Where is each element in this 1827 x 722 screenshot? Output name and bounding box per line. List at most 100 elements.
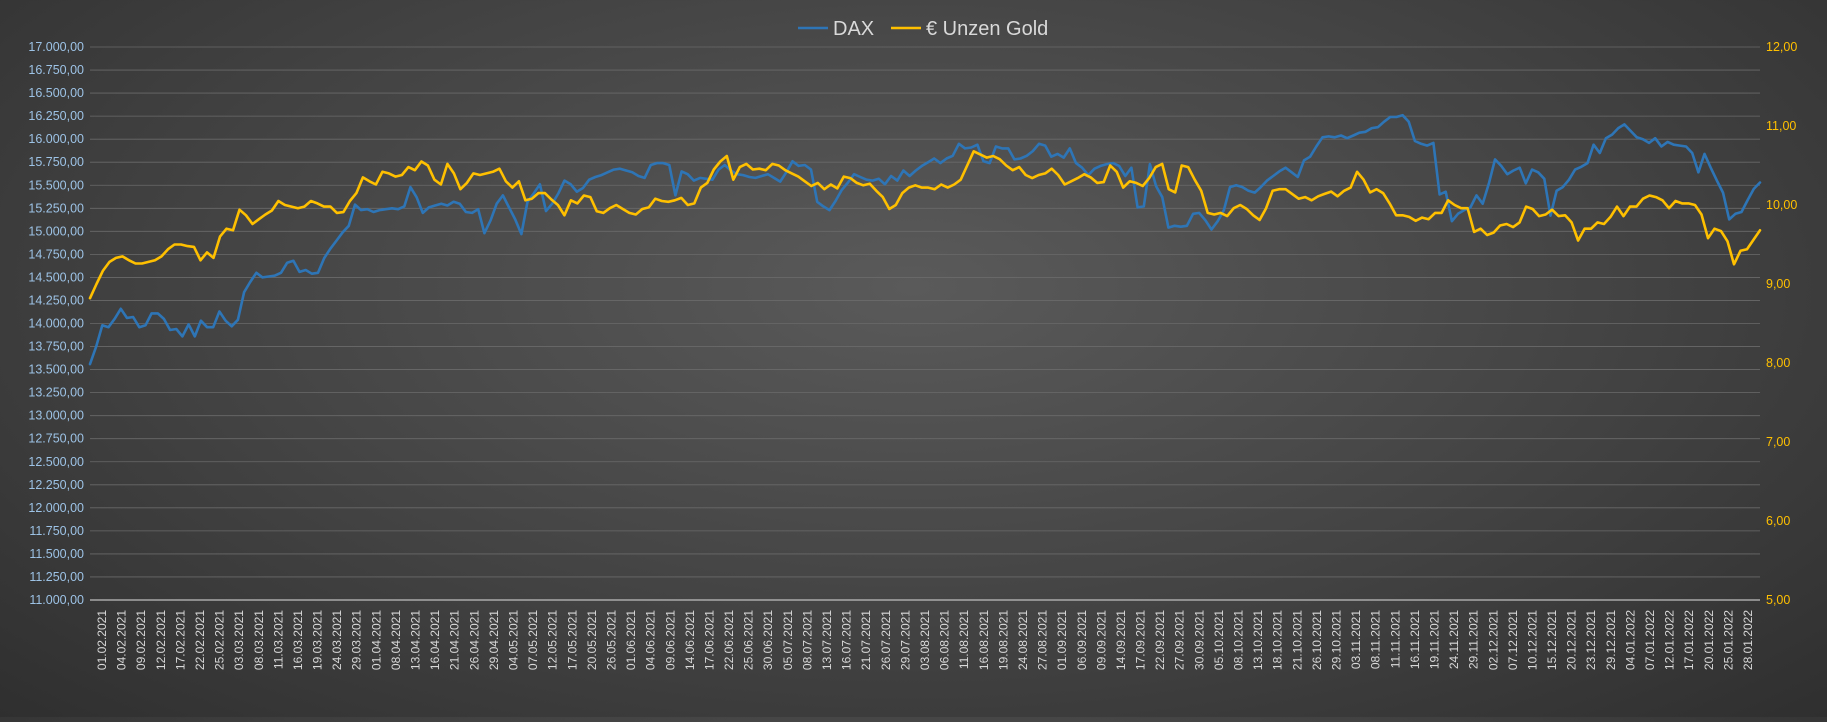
x-tick-label: 17.09.2021: [1134, 610, 1148, 670]
y-right-tick-label: 8,00: [1766, 356, 1790, 370]
y-right-tick-label: 5,00: [1766, 593, 1790, 607]
y-left-tick-label: 11.000,00: [29, 593, 84, 607]
y-left-tick-label: 16.750,00: [28, 63, 84, 77]
x-tick-label: 29.03.2021: [350, 610, 364, 670]
x-tick-label: 11.08.2021: [957, 610, 971, 669]
y-left-tick-label: 16.000,00: [28, 132, 84, 146]
x-tick-label: 08.04.2021: [389, 610, 403, 670]
x-tick-label: 11.11.2021: [1388, 610, 1402, 669]
x-tick-label: 12.01.2022: [1663, 610, 1677, 670]
x-tick-label: 03.08.2021: [918, 610, 932, 670]
y-right-tick-label: 9,00: [1766, 277, 1790, 291]
x-tick-label: 11.03.2021: [271, 610, 285, 669]
x-tick-label: 22.06.2021: [722, 610, 736, 670]
x-tick-label: 07.05.2021: [526, 610, 540, 670]
y-right-tick-label: 6,00: [1766, 514, 1790, 528]
x-tick-label: 25.01.2022: [1721, 610, 1735, 670]
x-tick-label: 13.04.2021: [409, 610, 423, 670]
y-left-tick-label: 17.000,00: [28, 40, 84, 54]
x-tick-label: 20.01.2022: [1702, 610, 1716, 670]
x-tick-label: 09.02.2021: [134, 610, 148, 670]
y-right-tick-label: 12,00: [1766, 40, 1797, 54]
x-tick-label: 30.09.2021: [1192, 610, 1206, 670]
x-tick-label: 05.07.2021: [781, 610, 795, 670]
x-tick-label: 29.11.2021: [1467, 610, 1481, 669]
x-tick-label: 13.10.2021: [1251, 610, 1265, 670]
legend-label: € Unzen Gold: [926, 18, 1048, 40]
x-tick-label: 28.01.2022: [1741, 610, 1755, 670]
x-tick-label: 24.03.2021: [330, 610, 344, 670]
x-tick-label: 05.10.2021: [1212, 610, 1226, 670]
y-left-tick-label: 15.500,00: [28, 178, 84, 192]
y-left-tick-label: 14.500,00: [28, 270, 84, 284]
y-right-tick-label: 7,00: [1766, 435, 1790, 449]
x-tick-label: 06.09.2021: [1075, 610, 1089, 670]
x-tick-label: 16.04.2021: [428, 610, 442, 670]
x-tick-label: 04.05.2021: [507, 610, 521, 670]
x-tick-label: 08.11.2021: [1369, 610, 1383, 669]
x-tick-label: 24.08.2021: [1016, 610, 1030, 670]
y-left-tick-label: 11.500,00: [29, 547, 84, 561]
x-tick-label: 08.07.2021: [800, 610, 814, 670]
x-tick-label: 25.06.2021: [742, 610, 756, 670]
x-tick-label: 29.07.2021: [898, 610, 912, 670]
x-tick-label: 29.12.2021: [1604, 610, 1618, 670]
y-left-tick-label: 14.250,00: [28, 293, 84, 307]
y-left-tick-label: 14.750,00: [28, 247, 84, 261]
x-tick-label: 04.01.2022: [1623, 610, 1637, 670]
y-left-tick-label: 11.250,00: [29, 570, 84, 584]
x-tick-label: 17.01.2022: [1682, 610, 1696, 670]
y-left-tick-label: 13.500,00: [28, 363, 84, 377]
x-tick-label: 16.03.2021: [291, 610, 305, 670]
x-tick-label: 30.06.2021: [761, 610, 775, 670]
y-left-tick-label: 13.250,00: [28, 386, 84, 400]
x-tick-label: 02.12.2021: [1486, 610, 1500, 670]
series-line-gold: [88, 150, 1762, 300]
x-tick-label: 03.11.2021: [1349, 610, 1363, 669]
y-left-tick-label: 15.000,00: [28, 224, 84, 238]
y-left-tick-label: 12.750,00: [28, 432, 84, 446]
x-tick-label: 21.10.2021: [1290, 610, 1304, 670]
x-tick-label: 16.11.2021: [1408, 610, 1422, 669]
x-tick-label: 07.01.2022: [1643, 610, 1657, 670]
x-tick-label: 21.04.2021: [448, 610, 462, 670]
x-tick-label: 26.07.2021: [879, 610, 893, 670]
y-left-tick-label: 16.250,00: [28, 109, 84, 123]
gridlines: [90, 46, 1760, 601]
x-tick-label: 03.03.2021: [232, 610, 246, 670]
x-tick-label: 04.06.2021: [644, 610, 658, 670]
y-left-tick-label: 16.500,00: [28, 86, 84, 100]
x-tick-label: 17.05.2021: [565, 610, 579, 670]
x-tick-label: 19.08.2021: [996, 610, 1010, 670]
x-tick-label: 07.12.2021: [1506, 610, 1520, 670]
y-left-tick-label: 12.500,00: [28, 455, 84, 469]
x-tick-label: 29.10.2021: [1330, 610, 1344, 670]
x-tick-label: 10.12.2021: [1525, 610, 1539, 670]
x-tick-label: 08.03.2021: [252, 610, 266, 670]
x-tick-label: 15.12.2021: [1545, 610, 1559, 670]
x-tick-label: 19.11.2021: [1427, 610, 1441, 669]
x-tick-labels: 01.02.2021 04.02.2021 09.02.2021 12.02.2021…: [95, 610, 1755, 670]
y-left-tick-label: 15.250,00: [28, 201, 84, 215]
y-right-tick-label: 11,00: [1766, 119, 1796, 133]
y-right-tick-label: 10,00: [1766, 198, 1797, 212]
y-right-tick-labels: 5,00 6,00 7,00 8,00 9,00 10,00 11,00 12,00: [1766, 40, 1797, 607]
x-tick-label: 23.12.2021: [1584, 610, 1598, 670]
x-tick-label: 01.02.2021: [95, 610, 109, 670]
x-tick-label: 18.10.2021: [1271, 610, 1285, 670]
y-left-tick-label: 13.750,00: [28, 340, 84, 354]
series-line-dax: [88, 113, 1762, 366]
x-tick-label: 14.06.2021: [683, 610, 697, 670]
legend: DAX € Unzen Gold: [798, 18, 1048, 40]
y-left-tick-label: 11.750,00: [29, 524, 84, 538]
y-left-tick-label: 12.250,00: [28, 478, 84, 492]
x-tick-label: 25.02.2021: [213, 610, 227, 670]
x-tick-label: 20.12.2021: [1565, 610, 1579, 670]
x-tick-label: 12.02.2021: [154, 610, 168, 670]
x-tick-label: 26.05.2021: [604, 610, 618, 670]
x-tick-label: 06.08.2021: [938, 610, 952, 670]
x-tick-label: 09.09.2021: [1094, 610, 1108, 670]
x-tick-label: 24.11.2021: [1447, 610, 1461, 669]
